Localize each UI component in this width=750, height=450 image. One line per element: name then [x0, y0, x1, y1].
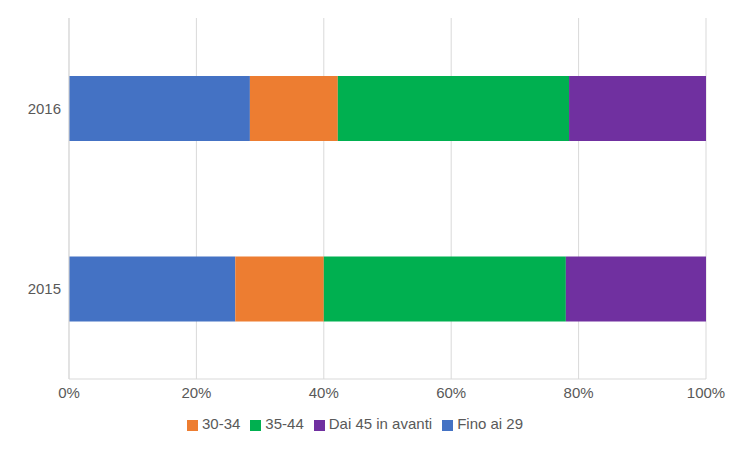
- html-text:Dai 45 in avanti: Dai 45 in avanti: [328, 415, 433, 432]
- svg-text:40%: 40%: [309, 384, 339, 401]
- svg-text:100%: 100%: [687, 384, 725, 401]
- svg-text:20%: 20%: [181, 384, 211, 401]
- html-text:30-34: 30-34: [202, 415, 241, 432]
- html-text:35-44: 35-44: [265, 415, 304, 432]
- svg-text:2016: 2016: [28, 100, 61, 117]
- svg-text:80%: 80%: [564, 384, 594, 401]
- html-text:Fino ai 29: Fino ai 29: [457, 415, 523, 432]
- svg-text:0%: 0%: [58, 384, 80, 401]
- svg-text:2015: 2015: [28, 280, 61, 297]
- svg-text:60%: 60%: [436, 384, 466, 401]
